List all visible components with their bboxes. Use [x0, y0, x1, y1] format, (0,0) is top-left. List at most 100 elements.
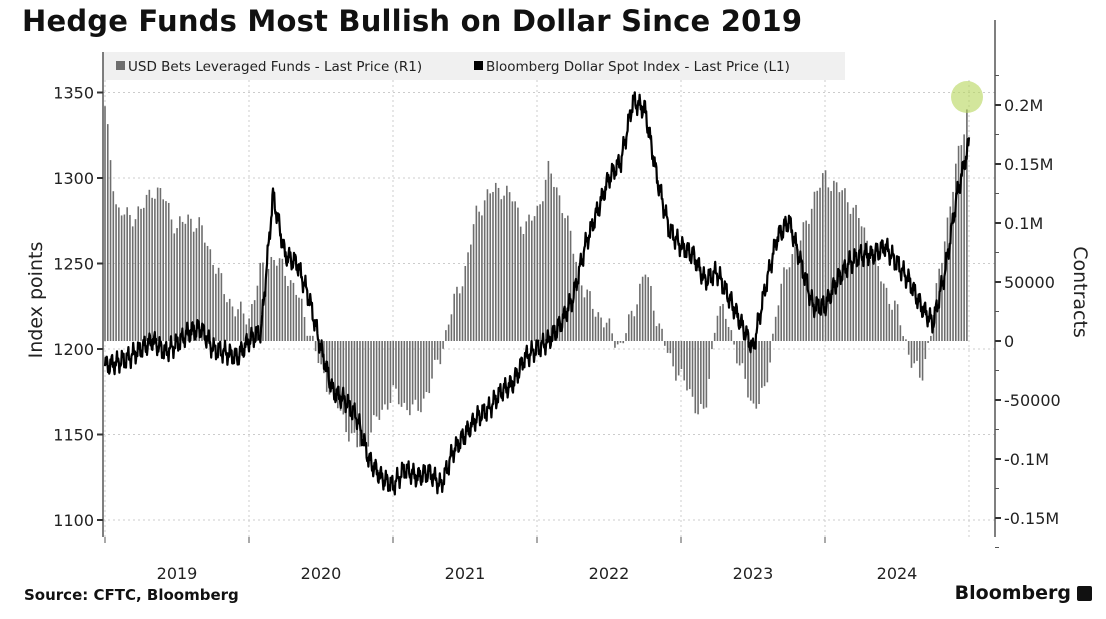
- left-tick-label: 1150: [53, 426, 94, 445]
- bar: [724, 318, 727, 341]
- bar: [539, 204, 541, 341]
- bar: [145, 194, 148, 341]
- bar: [849, 213, 852, 341]
- bar: [359, 341, 361, 447]
- bar: [428, 341, 431, 394]
- bar: [295, 294, 298, 341]
- bar: [603, 327, 605, 341]
- bar: [594, 316, 597, 341]
- bar: [414, 341, 417, 400]
- bar: [206, 245, 209, 341]
- bar: [209, 249, 212, 341]
- bar: [192, 231, 195, 341]
- bar: [373, 341, 375, 416]
- legend-label-bars: USD Bets Leveraged Funds - Last Price (R…: [128, 59, 422, 75]
- bar: [320, 341, 322, 365]
- bar: [342, 341, 345, 415]
- bar: [741, 341, 744, 364]
- bar: [409, 341, 411, 416]
- bar: [289, 280, 292, 341]
- bar: [364, 341, 367, 441]
- bar: [580, 285, 583, 341]
- bar: [239, 301, 242, 341]
- bar: [201, 225, 203, 341]
- bar: [833, 180, 835, 341]
- right-axis-label: Contracts: [1069, 246, 1091, 338]
- bar: [348, 341, 350, 442]
- bar: [616, 341, 619, 345]
- bar: [223, 294, 225, 341]
- bar: [600, 317, 602, 341]
- right-tick-label: -0.1M: [1004, 450, 1049, 469]
- bar: [251, 304, 253, 341]
- bar: [503, 195, 505, 341]
- bar: [672, 341, 674, 367]
- bar: [788, 267, 791, 341]
- bar: [769, 341, 771, 363]
- bar: [184, 223, 187, 341]
- bar: [550, 173, 552, 341]
- bar: [392, 341, 395, 386]
- bar: [910, 341, 913, 368]
- bar: [772, 333, 774, 341]
- bar: [519, 226, 522, 341]
- bar: [927, 341, 929, 343]
- bar: [256, 285, 259, 341]
- bar: [400, 341, 403, 407]
- bar: [783, 267, 785, 341]
- bar: [736, 341, 738, 364]
- bar: [586, 289, 589, 341]
- bar: [907, 341, 910, 355]
- bar: [761, 341, 763, 388]
- bar: [212, 264, 214, 341]
- bar: [821, 173, 824, 341]
- bar: [167, 202, 170, 341]
- bar: [389, 341, 392, 403]
- bar: [797, 249, 799, 341]
- bar: [583, 297, 586, 341]
- left-tick-label: 1250: [53, 255, 94, 274]
- bar: [666, 341, 669, 353]
- bar: [411, 341, 414, 405]
- bar: [403, 341, 406, 403]
- bar: [187, 214, 189, 341]
- bar: [694, 341, 697, 414]
- bar: [644, 274, 647, 341]
- bar: [270, 256, 273, 341]
- bar: [633, 316, 636, 341]
- x-tick-label: 2022: [589, 564, 630, 583]
- bar: [137, 206, 140, 341]
- bar: [827, 187, 830, 341]
- chart-title: Hedge Funds Most Bullish on Dollar Since…: [22, 4, 803, 38]
- bar: [824, 170, 827, 341]
- bar: [461, 286, 464, 341]
- bar: [312, 335, 314, 341]
- bar: [350, 341, 353, 434]
- bar: [691, 341, 694, 397]
- bar: [118, 207, 120, 341]
- bar: [641, 276, 644, 341]
- bar: [941, 262, 943, 341]
- bar: [420, 341, 422, 413]
- bar: [464, 265, 467, 341]
- bar: [489, 193, 492, 341]
- bar: [154, 198, 156, 341]
- bar: [472, 224, 475, 341]
- bar: [242, 313, 245, 341]
- bar: [625, 333, 627, 341]
- bar: [955, 163, 957, 341]
- bar: [425, 341, 428, 393]
- bar: [278, 258, 281, 341]
- bar: [439, 341, 442, 365]
- bar: [749, 341, 752, 401]
- bar: [345, 341, 347, 433]
- bar: [650, 285, 652, 341]
- bar: [558, 195, 561, 341]
- left-tick-label: 1200: [53, 340, 94, 359]
- bar: [528, 214, 530, 341]
- bar: [647, 277, 649, 341]
- bar: [492, 191, 494, 341]
- bar: [142, 207, 145, 341]
- legend-swatch-line: [474, 61, 483, 70]
- bar: [891, 309, 893, 341]
